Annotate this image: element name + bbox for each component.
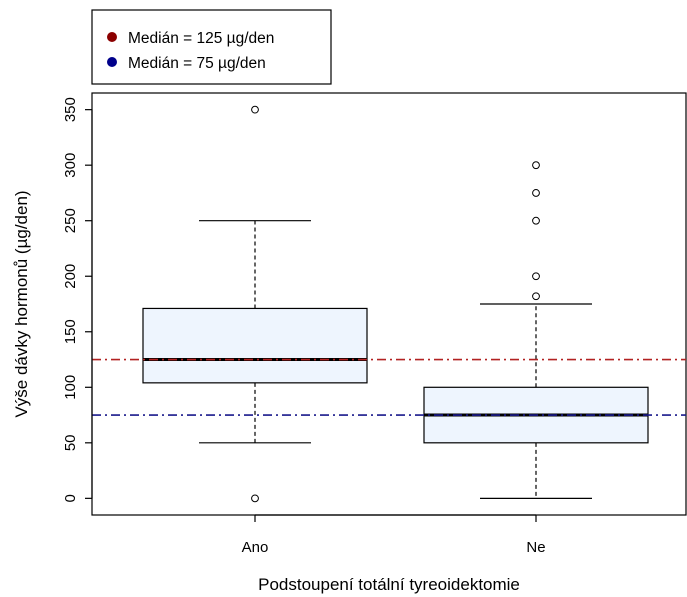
legend-label-median-75: Medián = 75 µg/den [128, 55, 266, 72]
y-tick-label-0: 0 [62, 494, 79, 502]
y-axis-title: Výše dávky hormonů (µg/den) [12, 190, 31, 417]
legend-marker-median-125 [107, 32, 117, 42]
outlier-point-ano [251, 105, 259, 114]
boxes-layer [142, 105, 649, 503]
y-tick-label-250: 250 [62, 208, 79, 233]
x-axis: Ano Ne [242, 514, 546, 556]
outlier-point-ne [532, 161, 540, 170]
x-tick-label-ano: Ano [242, 539, 269, 556]
outlier-point-ne [532, 189, 540, 197]
outlier-point-ne [532, 216, 540, 225]
outlier-point-ne [532, 272, 540, 281]
y-tick-label-50: 50 [62, 434, 79, 451]
y-tick-label-300: 300 [62, 153, 79, 178]
box-ano [142, 307, 368, 384]
x-tick-label-ne: Ne [526, 539, 545, 556]
y-tick-label-200: 200 [62, 264, 79, 289]
legend-box [91, 9, 332, 85]
outlier-point-ano [251, 494, 259, 503]
y-tick-label-150: 150 [62, 319, 79, 344]
reference-lines-layer [92, 358, 686, 416]
plot-frame [91, 92, 687, 516]
legend: Medián = 125 µg/den Medián = 75 µg/den [91, 9, 332, 85]
legend-label-median-125: Medián = 125 µg/den [128, 30, 274, 47]
legend-marker-median-75 [107, 57, 117, 67]
y-tick-label-100: 100 [62, 375, 79, 400]
y-tick-label-350: 350 [62, 97, 79, 122]
x-axis-title: Podstoupení totální tyreoidektomie [258, 575, 520, 594]
y-axis: 0 50 100 150 200 250 300 350 [62, 97, 93, 503]
outlier-point-ne [532, 292, 540, 301]
